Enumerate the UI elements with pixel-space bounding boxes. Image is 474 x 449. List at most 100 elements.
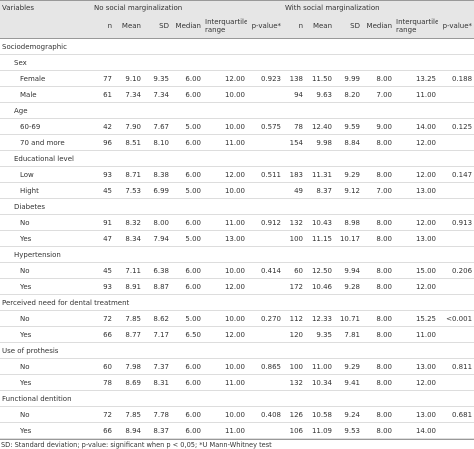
cell: <0.001 bbox=[438, 310, 474, 327]
cell: 0.811 bbox=[438, 358, 474, 375]
row-label: Use of prothesis bbox=[0, 342, 474, 359]
cell bbox=[438, 182, 474, 199]
cell: 138 bbox=[283, 70, 306, 87]
cell: 10.58 bbox=[305, 406, 335, 423]
cell: 6.00 bbox=[171, 278, 203, 295]
cell: 91 bbox=[92, 214, 114, 231]
table-row: Hypertension bbox=[0, 246, 474, 263]
cell: 93 bbox=[92, 278, 114, 295]
cell: 0.147 bbox=[438, 166, 474, 183]
cell: 94 bbox=[283, 86, 306, 103]
cell bbox=[438, 134, 474, 151]
cell: 9.53 bbox=[334, 422, 363, 439]
cell: 13.25 bbox=[394, 70, 439, 87]
cell: 11.00 bbox=[305, 358, 335, 375]
column-header: Mean bbox=[114, 14, 143, 39]
cell bbox=[247, 326, 284, 343]
cell: 132 bbox=[283, 374, 306, 391]
cell: 8.00 bbox=[362, 326, 395, 343]
column-header: n bbox=[283, 14, 306, 39]
column-header: p-value* bbox=[438, 14, 474, 39]
cell: 8.00 bbox=[362, 70, 395, 87]
cell: 183 bbox=[283, 166, 306, 183]
cell bbox=[438, 86, 474, 103]
table-row: 60-69 42 7.90 7.67 5.00 10.00 0.575 78 12.40 9.59… bbox=[0, 118, 474, 135]
table-row: Yes 66 8.94 8.37 6.00 11.00 106 11.09 9.53 8.00 14… bbox=[0, 422, 474, 439]
column-header: n bbox=[92, 14, 114, 39]
cell: 12.00 bbox=[394, 166, 439, 183]
cell: 72 bbox=[92, 310, 114, 327]
cell bbox=[438, 422, 474, 439]
cell: 9.99 bbox=[334, 70, 363, 87]
cell: 100 bbox=[283, 230, 306, 247]
cell: 5.00 bbox=[171, 310, 203, 327]
cell: 45 bbox=[92, 262, 114, 279]
cell: 7.53 bbox=[114, 182, 143, 199]
cell: 7.81 bbox=[334, 326, 363, 343]
cell: 120 bbox=[283, 326, 306, 343]
row-label: Yes bbox=[0, 326, 92, 343]
row-label: Male bbox=[0, 86, 92, 103]
table-row: No 45 7.11 6.38 6.00 10.00 0.414 60 12.50 9.94 8.0… bbox=[0, 262, 474, 279]
row-label: Perceived need for dental treatment bbox=[0, 294, 474, 311]
column-header: SD bbox=[334, 14, 363, 39]
row-label: No bbox=[0, 262, 92, 279]
cell: 8.00 bbox=[362, 422, 395, 439]
header-spacer bbox=[0, 14, 92, 39]
cell: 14.00 bbox=[394, 118, 439, 135]
cell: 7.34 bbox=[143, 86, 171, 103]
table-row: Age bbox=[0, 102, 474, 119]
cell: 66 bbox=[92, 326, 114, 343]
cell: 12.50 bbox=[305, 262, 335, 279]
variables-header: Variables bbox=[0, 0, 92, 14]
cell: 0.575 bbox=[247, 118, 284, 135]
row-label: Age bbox=[0, 102, 474, 119]
cell: 49 bbox=[283, 182, 306, 199]
cell: 13.00 bbox=[394, 230, 439, 247]
cell bbox=[247, 86, 284, 103]
cell: 7.90 bbox=[114, 118, 143, 135]
table-row: Low 93 8.71 8.38 6.00 12.00 0.511 183 11.31 9.29 8… bbox=[0, 166, 474, 183]
cell: 8.00 bbox=[362, 230, 395, 247]
cell: 13.00 bbox=[203, 230, 247, 247]
row-label: Female bbox=[0, 70, 92, 87]
row-label: Yes bbox=[0, 278, 92, 295]
cell: 72 bbox=[92, 406, 114, 423]
group-header: With social marginalization bbox=[283, 0, 474, 14]
cell: 8.00 bbox=[362, 310, 395, 327]
cell: 9.35 bbox=[143, 70, 171, 87]
table-row: Educational level bbox=[0, 150, 474, 167]
cell: 8.00 bbox=[362, 166, 395, 183]
cell: 11.00 bbox=[203, 374, 247, 391]
column-header: Interquartile range bbox=[203, 14, 247, 39]
column-header: p-value* bbox=[247, 14, 284, 39]
row-label: No bbox=[0, 358, 92, 375]
cell: 0.865 bbox=[247, 358, 284, 375]
cell: 10.17 bbox=[334, 230, 363, 247]
cell: 12.00 bbox=[394, 278, 439, 295]
cell bbox=[247, 134, 284, 151]
cell: 8.62 bbox=[143, 310, 171, 327]
cell: 13.00 bbox=[394, 358, 439, 375]
cell bbox=[438, 230, 474, 247]
cell: 9.41 bbox=[334, 374, 363, 391]
column-header-row: n Mean SD Median Interquartile range p-value*… bbox=[0, 14, 474, 39]
cell: 7.85 bbox=[114, 406, 143, 423]
cell: 8.10 bbox=[143, 134, 171, 151]
table-row: Functional dentition bbox=[0, 390, 474, 407]
row-label: No bbox=[0, 310, 92, 327]
cell: 7.67 bbox=[143, 118, 171, 135]
cell: 9.98 bbox=[305, 134, 335, 151]
cell: 9.29 bbox=[334, 166, 363, 183]
cell: 10.43 bbox=[305, 214, 335, 231]
cell: 7.94 bbox=[143, 230, 171, 247]
row-label: No bbox=[0, 406, 92, 423]
cell: 11.31 bbox=[305, 166, 335, 183]
row-label: Sociodemographic bbox=[0, 38, 474, 55]
cell: 0.681 bbox=[438, 406, 474, 423]
cell: 11.50 bbox=[305, 70, 335, 87]
table-row: No 60 7.98 7.37 6.00 10.00 0.865 100 11.00 9.29 8.… bbox=[0, 358, 474, 375]
table-row: Yes 66 8.77 7.17 6.50 12.00 120 9.35 7.81 8.00 11.… bbox=[0, 326, 474, 343]
cell: 7.34 bbox=[114, 86, 143, 103]
